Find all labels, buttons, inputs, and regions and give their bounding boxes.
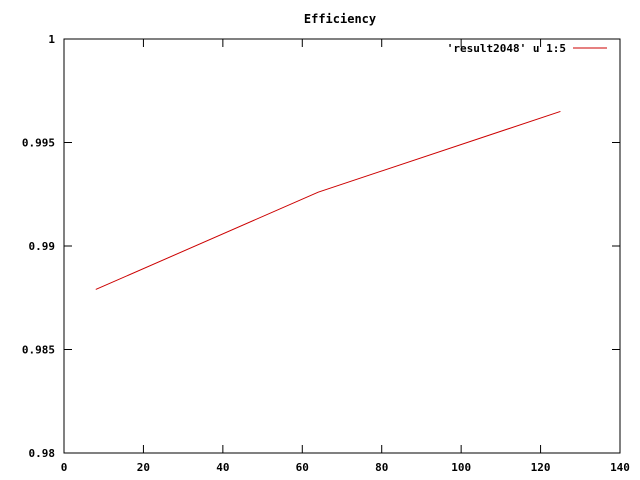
x-tick-label: 140 bbox=[610, 461, 630, 474]
series-line-0 bbox=[95, 110, 561, 290]
x-tick-label: 120 bbox=[531, 461, 551, 474]
y-axis: 0.98 0.985 0.99 0.995 1 bbox=[22, 33, 620, 460]
x-tick-label: 80 bbox=[375, 461, 388, 474]
y-tick-label: 0.995 bbox=[22, 137, 55, 150]
legend-label: 'result2048' u 1:5 bbox=[447, 42, 566, 55]
x-tick-label: 100 bbox=[451, 461, 471, 474]
y-tick-label: 1 bbox=[48, 33, 55, 46]
x-tick-label: 40 bbox=[216, 461, 229, 474]
y-tick-label: 0.99 bbox=[29, 240, 56, 253]
series-group bbox=[95, 110, 561, 290]
x-axis: 0 20 40 60 80 100 120 140 bbox=[61, 39, 630, 474]
plot-frame bbox=[63, 38, 621, 454]
y-tick-label: 0.98 bbox=[29, 447, 56, 460]
y-tick-label: 0.985 bbox=[22, 344, 55, 357]
x-tick-label: 20 bbox=[137, 461, 150, 474]
plot-area bbox=[63, 38, 621, 454]
x-tick-label: 60 bbox=[296, 461, 309, 474]
chart-title: Efficiency bbox=[304, 12, 376, 26]
legend: 'result2048' u 1:5 bbox=[447, 42, 607, 55]
x-tick-label: 0 bbox=[61, 461, 68, 474]
